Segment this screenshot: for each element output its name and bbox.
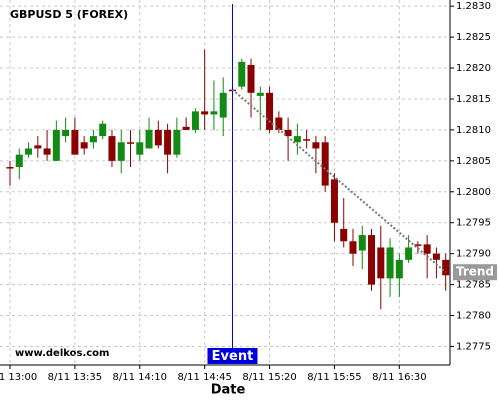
candle-body: [405, 247, 413, 260]
y-tick-label: 1.2775: [456, 341, 491, 352]
candle-body: [15, 154, 23, 168]
candle-body: [247, 64, 255, 93]
y-tick-label: 1.2810: [456, 125, 491, 136]
trend-line: [231, 88, 447, 273]
watermark: www.delkos.com: [15, 348, 109, 359]
candle-body: [414, 244, 422, 246]
x-tick-label: 8/11 14:10: [113, 372, 167, 383]
candle-body: [330, 179, 338, 223]
candle-body: [127, 142, 135, 144]
candle-body: [62, 129, 70, 137]
candle-body: [284, 129, 292, 137]
candle-body: [80, 142, 88, 149]
x-tick-label: 8/11 15:55: [307, 372, 361, 383]
candle-body: [303, 139, 311, 141]
candle-body: [321, 142, 329, 186]
candle-body: [275, 117, 283, 130]
trend-label-box: [453, 264, 497, 281]
candle-body: [349, 241, 357, 254]
candle-body: [256, 92, 264, 96]
candle-body: [34, 145, 42, 149]
y-tick-label: 1.2820: [456, 63, 491, 74]
candle-body: [377, 247, 385, 279]
candle-body: [191, 111, 199, 130]
candle-body: [293, 136, 301, 143]
candle-body: [340, 228, 348, 242]
candle-body: [219, 92, 227, 118]
x-tick-label: 8/11 15:20: [242, 372, 296, 383]
x-tick-label: 8/11 13:00: [0, 372, 37, 383]
candle-body: [6, 167, 14, 169]
candle-body: [238, 61, 246, 87]
candle-body: [358, 235, 366, 251]
y-tick-label: 1.2805: [456, 156, 491, 167]
y-tick-label: 1.2830: [456, 1, 491, 12]
candle-body: [25, 148, 33, 155]
x-tick-label: 8/11 13:35: [48, 372, 102, 383]
y-tick-label: 1.2785: [456, 280, 491, 291]
x-tick-label: 8/11 16:30: [372, 372, 426, 383]
candle-body: [89, 136, 97, 143]
candle-body: [395, 259, 403, 279]
y-tick-label: 1.2825: [456, 32, 491, 43]
candle-body: [201, 111, 209, 115]
candle-body: [432, 253, 440, 260]
candle-body: [43, 148, 51, 155]
candle-body: [52, 129, 60, 161]
y-tick-label: 1.2780: [456, 311, 491, 322]
y-tick-label: 1.2800: [456, 187, 491, 198]
candle-body: [136, 142, 144, 155]
candle-body: [442, 259, 450, 276]
x-axis-title: Date: [211, 383, 246, 398]
candle-body: [71, 129, 79, 155]
event-label: Event: [212, 349, 254, 364]
event-label-box: [207, 348, 258, 364]
candle-body: [99, 123, 107, 137]
candle-body: [108, 136, 116, 161]
candle-body: [386, 247, 394, 279]
y-tick-label: 1.2795: [456, 218, 491, 229]
x-tick-label: 8/11 14:45: [177, 372, 231, 383]
y-tick-label: 1.2790: [456, 249, 491, 260]
candle-body: [182, 126, 190, 130]
candle-body: [210, 111, 218, 115]
chart-title: GBPUSD 5 (FOREX): [10, 8, 128, 21]
candle-body: [173, 129, 181, 155]
candle-body: [266, 92, 274, 130]
y-tick-label: 1.2815: [456, 94, 491, 105]
candle-body: [164, 129, 172, 155]
candle-body: [154, 129, 162, 146]
candle-body: [145, 129, 153, 149]
candle-body: [368, 235, 376, 285]
candle-body: [117, 142, 125, 161]
candle-body: [423, 244, 431, 254]
trend-label: Trend: [456, 265, 494, 279]
candle-body: [312, 142, 320, 149]
